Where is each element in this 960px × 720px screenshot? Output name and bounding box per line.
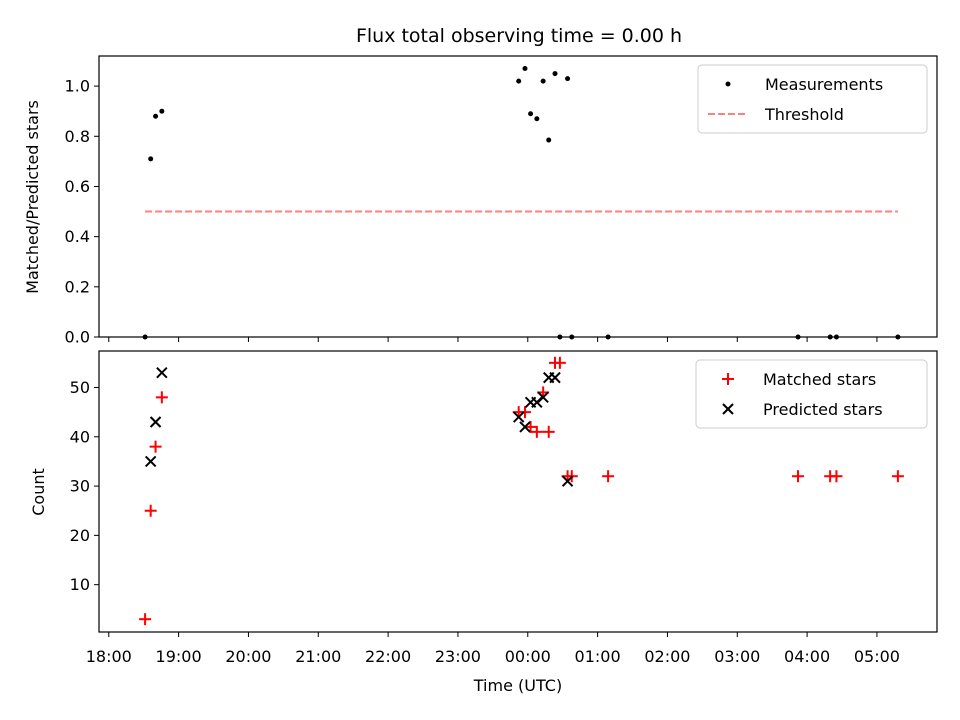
predicted-star-point: [144, 455, 157, 468]
matched-star-point: [542, 425, 555, 438]
top-legend: Measurements Threshold: [697, 64, 928, 134]
bottom-xtick-label: 01:00: [575, 647, 621, 666]
matched-star-point: [602, 470, 615, 483]
predicted-star-stroke-b: [144, 455, 157, 468]
bottom-xtick-label: 20:00: [225, 647, 271, 666]
measurement-point: [148, 156, 154, 162]
predicted-star-stroke-b: [537, 391, 549, 404]
measurement-point: [565, 76, 571, 82]
matched-star-point: [830, 470, 843, 483]
top-ytick-label: 0.8: [65, 127, 90, 146]
predicted-star-stroke-b: [512, 411, 525, 423]
matched-star-point: [891, 470, 904, 483]
top-ytick-label: 0.0: [65, 328, 90, 347]
measurement-point: [522, 66, 528, 72]
bottom-x-axis: 18:00 19:00 20:00 21:00 22:00 23:00 00:00 01:00…: [86, 632, 900, 666]
top-ytick-label: 0.6: [65, 177, 90, 196]
bottom-ytick-label: 20: [70, 526, 90, 545]
predicted-star-stroke-b: [519, 421, 531, 433]
legend-measurements-label: Measurements: [765, 75, 883, 94]
matched-star-point: [524, 420, 537, 433]
predicted-star-point: [561, 475, 574, 487]
predicted-star-point: [156, 366, 168, 379]
matched-star-point: [518, 406, 531, 419]
bottom-xtick-label: 21:00: [295, 647, 341, 666]
bottom-legend: Matched stars Predicted stars: [695, 359, 928, 429]
bottom-xtick-label: 04:00: [784, 647, 830, 666]
predicted-star-stroke-b: [561, 475, 574, 487]
matched-star-point: [530, 425, 543, 438]
predicted-star-point: [519, 421, 531, 433]
bottom-y-axis: 10 20 30 40 50: [70, 378, 99, 594]
matched-star-point: [155, 391, 168, 404]
bottom-x-axis-label: Time (UTC): [473, 676, 562, 695]
measurement-point: [552, 71, 558, 77]
bottom-xtick-label: 03:00: [714, 647, 760, 666]
bottom-y-axis-label: Count: [29, 468, 48, 516]
measurement-point: [528, 111, 534, 117]
predicted-star-point: [149, 416, 162, 428]
measurement-point: [534, 116, 540, 122]
bottom-xtick-label: 23:00: [435, 647, 481, 666]
predicted-star-stroke-b: [549, 371, 561, 384]
measurement-point: [153, 113, 159, 119]
top-legend-frame: [697, 64, 928, 134]
matched-star-point: [149, 440, 162, 453]
measurement-point: [516, 78, 522, 84]
bottom-legend-frame: [695, 359, 928, 429]
top-chart-title: Flux total observing time = 0.00 h: [356, 25, 682, 47]
top-ytick-label: 1.0: [65, 77, 90, 96]
top-x-axis: [108, 337, 878, 342]
top-axes-frame: [98, 55, 938, 338]
predicted-star-point: [549, 371, 561, 384]
bottom-ytick-label: 50: [70, 378, 90, 397]
top-y-axis-label: Matched/Predicted stars: [23, 100, 42, 294]
matched-star-point: [139, 613, 152, 626]
bottom-xtick-label: 05:00: [854, 647, 900, 666]
bottom-ytick-label: 10: [70, 575, 90, 594]
legend-predicted-marker: [722, 403, 734, 415]
predicted-star-point: [537, 391, 549, 404]
bottom-xtick-label: 18:00: [86, 647, 132, 666]
legend-measurements-marker: [725, 81, 731, 87]
legend-threshold-label: Threshold: [764, 105, 844, 124]
bottom-ytick-label: 40: [70, 427, 90, 446]
top-plot-area: [142, 66, 901, 340]
bottom-xtick-label: 22:00: [365, 647, 411, 666]
predicted-star-stroke-b: [156, 366, 168, 379]
top-y-axis: 0.0 0.2 0.4 0.6 0.8 1.0: [65, 77, 99, 347]
top-ytick-label: 0.2: [65, 277, 90, 296]
predicted-star-point: [512, 411, 525, 423]
measurement-point: [540, 78, 546, 84]
legend-matched-label: Matched stars: [763, 370, 876, 389]
measurement-point: [546, 137, 552, 143]
measurement-point: [159, 108, 165, 114]
matched-star-point: [144, 504, 157, 517]
matched-star-point: [792, 470, 805, 483]
bottom-xtick-label: 00:00: [505, 647, 551, 666]
legend-predicted-label: Predicted stars: [763, 400, 883, 419]
bottom-xtick-label: 19:00: [156, 647, 202, 666]
predicted-star-stroke-b: [149, 416, 162, 428]
bottom-axes-frame: [98, 350, 938, 633]
bottom-plot-area: [139, 356, 904, 626]
legend-matched-marker: [722, 373, 734, 385]
top-ytick-label: 0.4: [65, 227, 90, 246]
bottom-xtick-label: 02:00: [644, 647, 690, 666]
bottom-ytick-label: 30: [70, 477, 90, 496]
matched-star-point: [553, 356, 566, 369]
